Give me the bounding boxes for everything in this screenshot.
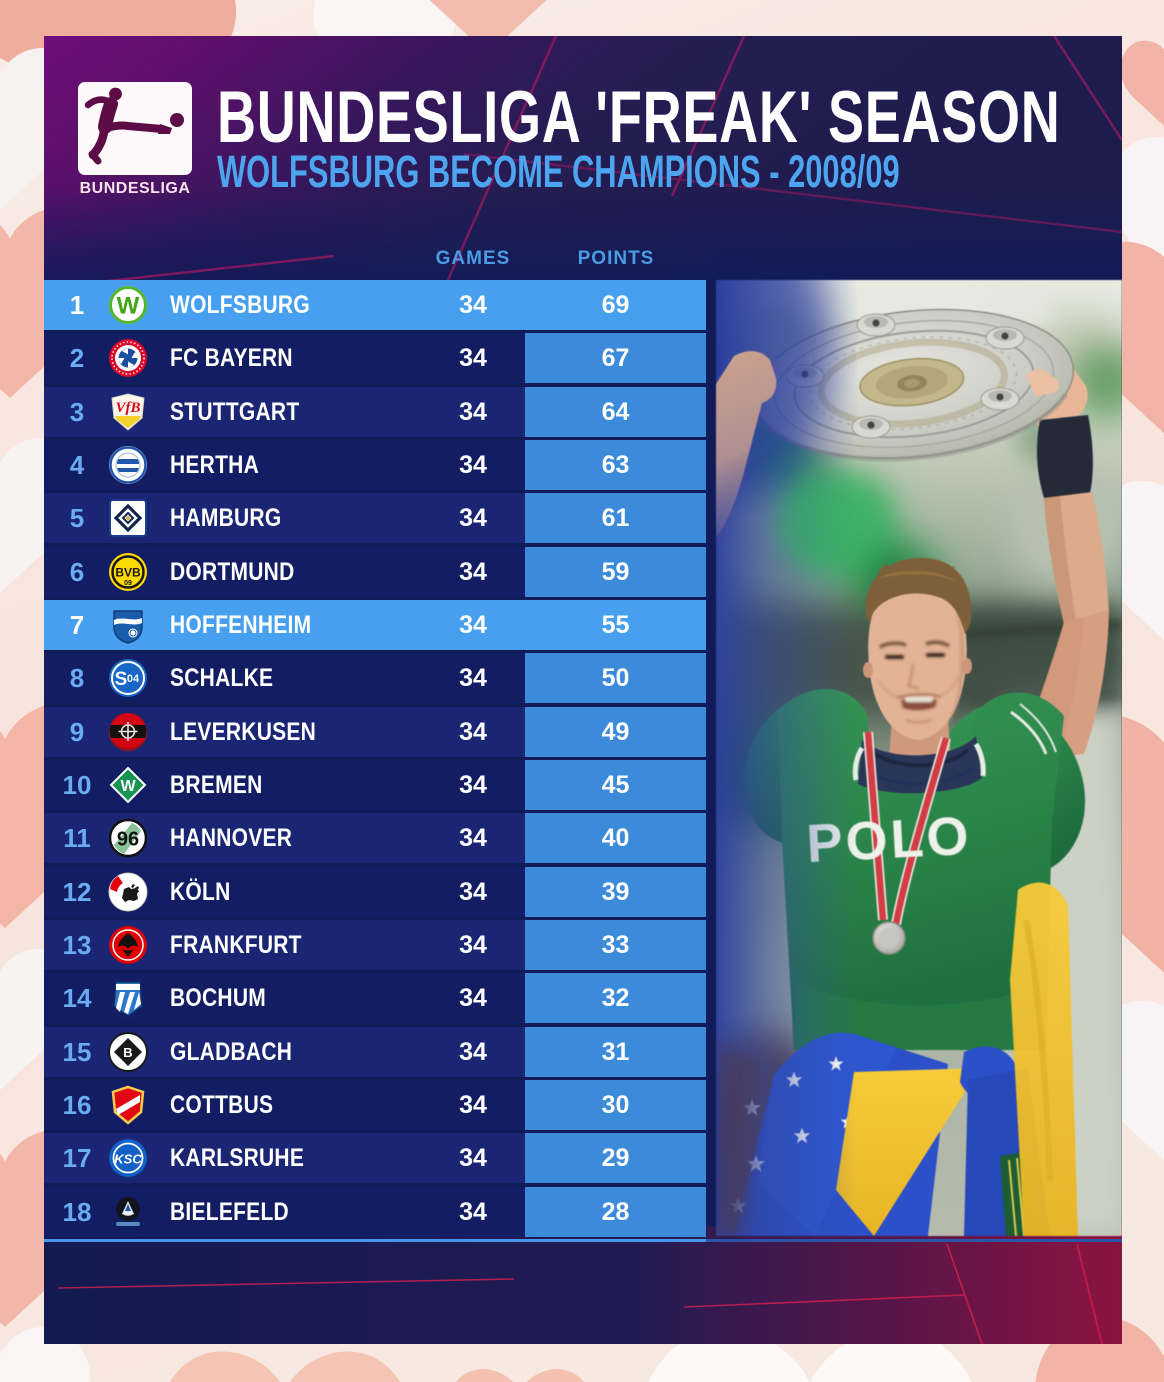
svg-text:96: 96 [117, 829, 139, 851]
svg-text:BVB: BVB [115, 566, 141, 580]
svg-text:VfB: VfB [115, 400, 140, 416]
svg-text:04: 04 [127, 673, 140, 685]
svg-text:B: B [123, 1045, 132, 1060]
svg-text:W: W [120, 778, 136, 795]
svg-text:KSC: KSC [114, 1152, 142, 1167]
svg-text:W: W [117, 293, 140, 320]
svg-text:09: 09 [124, 580, 132, 587]
svg-text:S: S [115, 669, 128, 690]
